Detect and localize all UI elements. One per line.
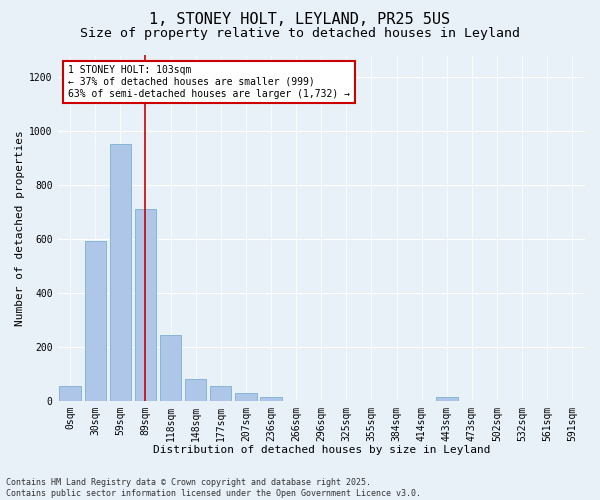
Bar: [436, 396, 458, 400]
Text: Contains HM Land Registry data © Crown copyright and database right 2025.
Contai: Contains HM Land Registry data © Crown c…: [6, 478, 421, 498]
Text: 1 STONEY HOLT: 103sqm
← 37% of detached houses are smaller (999)
63% of semi-det: 1 STONEY HOLT: 103sqm ← 37% of detached …: [68, 66, 350, 98]
Text: Size of property relative to detached houses in Leyland: Size of property relative to detached ho…: [80, 28, 520, 40]
Text: 1, STONEY HOLT, LEYLAND, PR25 5US: 1, STONEY HOLT, LEYLAND, PR25 5US: [149, 12, 451, 28]
Bar: [160, 334, 181, 400]
Bar: [235, 392, 257, 400]
Bar: [85, 242, 106, 400]
X-axis label: Distribution of detached houses by size in Leyland: Distribution of detached houses by size …: [152, 445, 490, 455]
Bar: [260, 396, 282, 400]
Bar: [210, 386, 232, 400]
Bar: [135, 209, 156, 400]
Bar: [59, 386, 81, 400]
Bar: [185, 379, 206, 400]
Y-axis label: Number of detached properties: Number of detached properties: [15, 130, 25, 326]
Bar: [110, 144, 131, 401]
